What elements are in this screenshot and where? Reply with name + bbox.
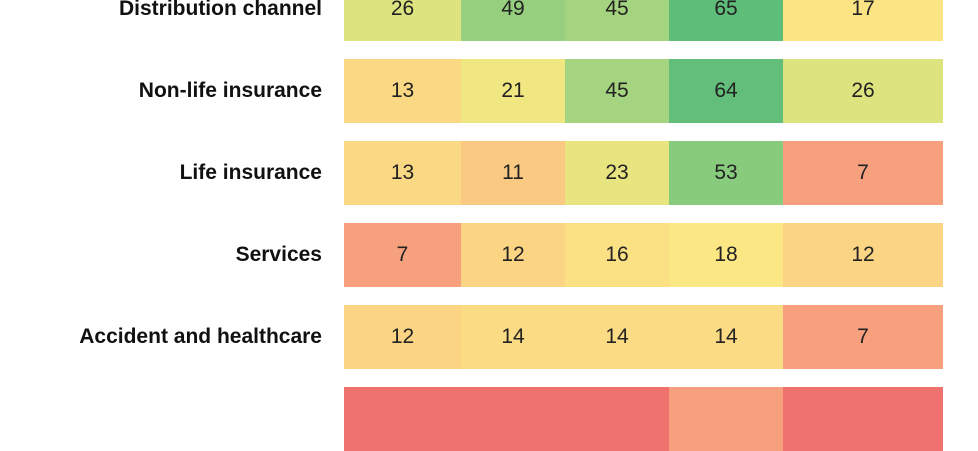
heatmap-cell: 7	[344, 223, 461, 287]
row-label: Distribution channel	[118, 0, 322, 20]
heatmap-cell: 21	[461, 59, 565, 123]
heatmap-cell: 11	[461, 141, 565, 205]
heatmap-cell: 12	[783, 223, 943, 287]
heatmap-cell: 18	[669, 223, 783, 287]
heatmap-cell	[565, 387, 669, 451]
heatmap-cell: 7	[783, 141, 943, 205]
heatmap-cell: 13	[344, 59, 461, 123]
row-label: Accident and healthcare	[79, 325, 322, 348]
heatmap-cell	[783, 387, 943, 451]
heatmap-cell: 45	[565, 0, 669, 41]
heatmap-cell: 26	[344, 0, 461, 41]
heatmap-cell: 17	[783, 0, 943, 41]
heatmap-cell: 45	[565, 59, 669, 123]
heatmap-cell: 12	[344, 305, 461, 369]
heatmap-cell: 49	[461, 0, 565, 41]
heatmap-cell: 23	[565, 141, 669, 205]
heatmap-cell	[461, 387, 565, 451]
heatmap-cell: 14	[565, 305, 669, 369]
heatmap-cell: 53	[669, 141, 783, 205]
row-label: Services	[235, 243, 322, 266]
heatmap-cell: 14	[669, 305, 783, 369]
heatmap-cell: 64	[669, 59, 783, 123]
heatmap-cell: 12	[461, 223, 565, 287]
heatmap-cell: 14	[461, 305, 565, 369]
heatmap-cell: 65	[669, 0, 783, 41]
heatmap-cell	[344, 387, 461, 451]
heatmap-cell	[669, 387, 783, 451]
row-label: Life insurance	[179, 161, 322, 184]
heatmap-cell: 7	[783, 305, 943, 369]
heatmap-chart: Distribution channel 26 49 45 65 17 Non-life i…	[79, 0, 943, 451]
heatmap-cell: 26	[783, 59, 943, 123]
heatmap-cell: 16	[565, 223, 669, 287]
row-label: Non-life insurance	[138, 79, 322, 102]
heatmap-cell: 13	[344, 141, 461, 205]
